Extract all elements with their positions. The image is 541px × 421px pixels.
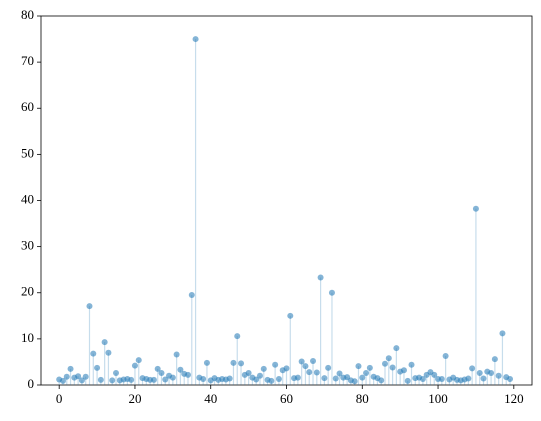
y-tick-label: 50 [21,145,34,160]
stem-marker [310,358,317,365]
stem-marker [63,373,70,380]
stem-marker [431,371,438,378]
stem-marker [268,377,275,384]
y-tick-label: 20 [21,284,34,299]
stem-marker [78,377,85,384]
stem-marker [275,376,282,383]
stem-marker [465,375,472,382]
y-tick-label: 70 [21,53,34,68]
stem-marker [366,364,373,371]
stem-marker [97,376,104,383]
stem-marker [325,364,332,371]
stem-marker [488,370,495,377]
stem-marker [113,370,120,377]
stem-marker [150,376,157,383]
stem-marker [332,375,339,382]
stem-marker [382,360,389,367]
stem-marker [491,356,498,363]
stem-marker [131,362,138,369]
stem-marker [313,369,320,376]
stem-marker [363,370,370,377]
stem-marker [283,365,290,372]
stem-marker [75,373,82,380]
stem-marker [476,370,483,377]
stem-marker [253,376,260,383]
stem-marker [234,333,241,340]
stem-marker [192,36,199,43]
stem-marker [400,367,407,374]
stem-marker [260,365,267,372]
stem-marker [154,365,161,372]
stem-marker [302,363,309,370]
stem-marker [226,375,233,382]
stem-marker [359,374,366,381]
stem-marker [393,345,400,352]
x-tick-label: 0 [56,391,63,406]
stem-marker [355,363,362,370]
stem-marker [86,303,93,310]
stem-marker [404,377,411,384]
stem-marker [101,339,108,346]
stem-marker [408,361,415,368]
stem-marker [162,376,169,383]
stem-marker [272,361,279,368]
x-tick-label: 20 [128,391,141,406]
stem-marker [238,360,245,367]
x-tick-label: 120 [504,391,524,406]
stem-marker [67,365,74,372]
stem-marker [469,365,476,372]
plot-frame [40,15,533,386]
stem-marker [298,358,305,365]
stem-marker [200,376,207,383]
stem-marker [328,289,335,296]
stem-marker [317,274,324,281]
stem-marker [306,369,313,376]
stem-marker [158,370,165,377]
x-tick-label: 100 [428,391,448,406]
stem-marker [109,377,116,384]
x-tick-label: 80 [356,391,369,406]
stem-marker [499,330,506,337]
y-tick-label: 30 [21,238,34,253]
stem-marker [472,205,479,212]
stem-marker [128,376,135,383]
stem-marker [378,377,385,384]
y-tick-label: 80 [21,7,34,22]
stem-marker [438,376,445,383]
stem-marker [94,364,101,371]
stem-marker [389,364,396,371]
stem-marker [59,377,66,384]
stem-marker [321,375,328,382]
stem-marker [351,378,358,385]
stem-marker [230,359,237,366]
stem-marker [287,312,294,319]
stem-marker [336,370,343,377]
y-tick-label: 60 [21,99,34,114]
x-tick-label: 60 [280,391,293,406]
stem-marker [245,370,252,377]
stem-marker [177,366,184,373]
stem-marker [442,352,449,359]
stem-marker [294,374,301,381]
stem-marker [188,292,195,299]
stem-marker [385,355,392,362]
stem-marker [90,350,97,357]
stem-marker [135,357,142,364]
stem-marker [173,351,180,358]
y-tick-label: 10 [21,330,34,345]
stem-marker [169,374,176,381]
x-tick-label: 40 [204,391,217,406]
stem-marker [203,359,210,366]
stem-marker [82,373,89,380]
stem-marker [105,349,112,356]
stem-marker [184,371,191,378]
stem-marker [495,372,502,379]
y-tick-label: 40 [21,191,34,206]
stem-marker [480,375,487,382]
stem-marker [507,376,514,383]
y-tick-label: 0 [28,376,35,391]
stem-marker [256,372,263,379]
stem-marker [419,376,426,383]
